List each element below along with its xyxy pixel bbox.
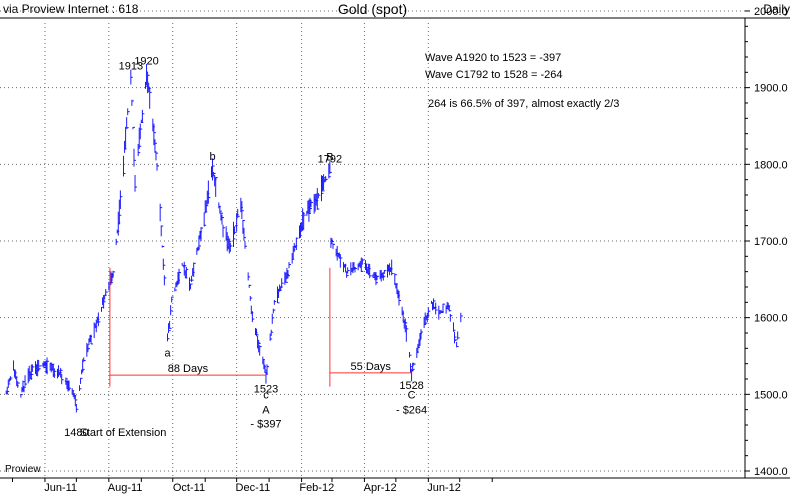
y-tick-label: 1800.0 <box>754 159 788 171</box>
annotation-label: b <box>209 151 215 163</box>
annotation-label: B <box>326 152 333 164</box>
x-tick-label: Aug-11 <box>108 482 143 494</box>
duration-markers-layer: 88 Days 55 Days <box>109 267 412 387</box>
note-ratio: 264 is 66.5% of 397, almost exactly 2/3 <box>428 98 619 110</box>
x-tick-label: Oct-11 <box>173 482 205 494</box>
x-tick-label: Jun-11 <box>44 482 77 494</box>
x-tick-label: Dec-11 <box>236 482 271 494</box>
annotation-label: 1920 <box>134 55 158 67</box>
annotation-label: 1913 <box>119 61 143 73</box>
y-tick-label: 1400.0 <box>754 466 788 478</box>
x-tick-label: Jun-12 <box>427 482 461 494</box>
annotation-label: a <box>164 348 171 360</box>
annotation-label: 1480 <box>64 427 88 439</box>
y-tick-label: 2000.0 <box>754 6 788 18</box>
note-wave-c: Wave C1792 to 1528 = -264 <box>425 69 563 81</box>
annotation-label: - $264 <box>396 405 427 417</box>
y-tick-label: 1500.0 <box>754 389 788 401</box>
annotation-label: - $397 <box>250 418 281 430</box>
y-tick-label: 1700.0 <box>754 236 788 248</box>
proview-watermark: Proview <box>5 464 41 475</box>
x-tick-label: Apr-12 <box>364 482 397 494</box>
annotation-label: 1523 <box>254 384 278 396</box>
y-tick-label: 1900.0 <box>754 83 788 95</box>
y-tick-label: 1600.0 <box>754 313 788 325</box>
x-tick-label: Feb-12 <box>299 482 334 494</box>
chart-title: Gold (spot) <box>337 1 408 17</box>
duration-marker-label: 55 Days <box>351 361 392 373</box>
annotation-label: C <box>408 389 416 401</box>
chart-source-label: via Proview Internet : 618 <box>3 2 139 16</box>
annotation-label: 1792 <box>318 153 342 165</box>
annotation-label: 1528 <box>399 380 423 392</box>
annotation-label: c <box>263 389 269 401</box>
note-wave-a: Wave A1920 to 1523 = -397 <box>425 52 561 64</box>
duration-marker-label: 88 Days <box>168 363 209 375</box>
axis-layer: 1400.0 1500.0 1600.0 1700.0 1800.0 1900.0 2000… <box>0 6 790 494</box>
grid-layer <box>0 10 745 478</box>
chart-frequency-label: Daily <box>763 2 790 16</box>
price-bars-layer <box>5 64 463 413</box>
annotation-label: Start of Extension <box>80 427 167 439</box>
annotation-label: A <box>262 405 270 417</box>
